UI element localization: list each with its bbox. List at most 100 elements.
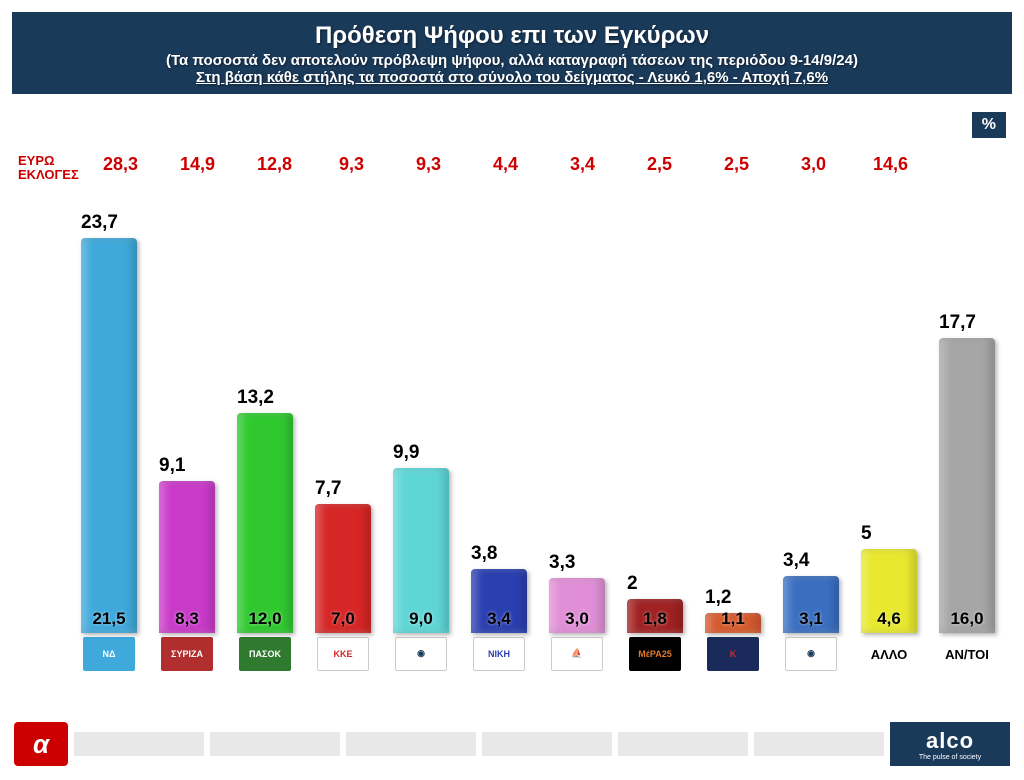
bar-column: 3,33,0	[538, 578, 616, 633]
bar-value-label: 7,7	[315, 478, 341, 500]
bar-column: 3,43,1	[772, 576, 850, 633]
footer-spacer	[618, 732, 748, 756]
euro-value: 12,8	[236, 154, 313, 175]
footer-spacer	[346, 732, 476, 756]
bar-value-label: 3,4	[783, 550, 809, 572]
percent-badge: %	[972, 112, 1006, 138]
footer-spacer	[482, 732, 612, 756]
chart-subtitle-2: Στη βάση κάθε στήλης τα ποσοστά στο σύνο…	[32, 69, 992, 86]
euro-elections-label: ΕΥΡΩ ΕΚΛΟΓΕΣ	[18, 154, 78, 183]
party-logo: ΝΙΚΗ	[473, 637, 525, 671]
chart-title: Πρόθεση Ψήφου επι των Εγκύρων	[32, 22, 992, 50]
euro-value: 9,3	[313, 154, 390, 175]
x-axis-label: ΝΙΚΗ	[460, 637, 538, 673]
x-axis-label: ΚΚΕ	[304, 637, 382, 673]
bar: 9,18,3	[159, 481, 215, 633]
bar-base-label: 1,1	[705, 609, 761, 629]
bar-base-label: 1,8	[627, 609, 683, 629]
bar-chart: 23,721,59,18,313,212,07,77,09,99,03,83,4…	[70, 233, 1006, 633]
euro-value: 2,5	[621, 154, 698, 175]
bar-base-label: 3,4	[471, 609, 527, 629]
party-logo: ◉	[785, 637, 837, 671]
bar-column: 9,18,3	[148, 481, 226, 633]
bar-base-label: 4,6	[861, 609, 917, 629]
euro-value: 28,3	[82, 154, 159, 175]
bar-value-label: 3,3	[549, 552, 575, 574]
euro-value: 4,4	[467, 154, 544, 175]
euro-elections-values: 28,314,912,89,39,34,43,42,52,53,014,6	[82, 154, 1006, 175]
bar-column: 7,77,0	[304, 504, 382, 632]
x-axis-label: ΑΝ/ΤΟΙ	[928, 637, 1006, 673]
euro-label-line2: ΕΚΛΟΓΕΣ	[18, 168, 78, 182]
chart-subtitle-1: (Τα ποσοστά δεν αποτελούν πρόβλεψη ψήφου…	[32, 52, 992, 69]
alco-logo-tagline: The pulse of society	[919, 754, 981, 761]
bar: 23,721,5	[81, 238, 137, 633]
bar: 3,83,4	[471, 569, 527, 632]
euro-value	[929, 154, 1006, 175]
bar-base-label: 16,0	[939, 609, 995, 629]
party-logo: ⛵	[551, 637, 603, 671]
chart-header: Πρόθεση Ψήφου επι των Εγκύρων (Τα ποσοστ…	[12, 12, 1012, 94]
x-axis-label: ◉	[772, 637, 850, 673]
party-logo: ΜέΡΑ25	[629, 637, 681, 671]
x-axis-label: ⛵	[538, 637, 616, 673]
bar-column: 9,99,0	[382, 468, 460, 633]
bar: 3,43,1	[783, 576, 839, 633]
x-axis-label: ΠΑΣΟΚ	[226, 637, 304, 673]
bar-column: 1,21,1	[694, 613, 772, 633]
party-logo: ◉	[395, 637, 447, 671]
bar-value-label: 5	[861, 523, 872, 545]
party-logo: ΣΥΡΙΖΑ	[161, 637, 213, 671]
bar-value-label: 13,2	[237, 387, 274, 409]
bar-value-label: 2	[627, 573, 638, 595]
party-logo: ΝΔ	[83, 637, 135, 671]
bar-value-label: 3,8	[471, 543, 497, 565]
bar: 21,8	[627, 599, 683, 632]
bar: 54,6	[861, 549, 917, 632]
bar-column: 3,83,4	[460, 569, 538, 632]
bar-column: 17,716,0	[928, 338, 1006, 633]
footer-spacer	[210, 732, 340, 756]
x-axis-label: ◉	[382, 637, 460, 673]
x-axis-label: ΑΛΛΟ	[850, 637, 928, 673]
euro-label-line1: ΕΥΡΩ	[18, 154, 78, 168]
footer: α alco The pulse of society	[14, 722, 1010, 766]
x-axis-label: Κ	[694, 637, 772, 673]
bar: 13,212,0	[237, 413, 293, 633]
bar: 9,99,0	[393, 468, 449, 633]
party-logo: ΚΚΕ	[317, 637, 369, 671]
x-axis-label: ΝΔ	[70, 637, 148, 673]
footer-spacer	[74, 732, 204, 756]
bar-base-label: 12,0	[237, 609, 293, 629]
bar-column: 54,6	[850, 549, 928, 632]
x-axis-label: ΜέΡΑ25	[616, 637, 694, 673]
bar-value-label: 9,9	[393, 442, 419, 464]
x-axis-labels: ΝΔ ΣΥΡΙΖΑ ΠΑΣΟΚ ΚΚΕ ◉ ΝΙΚΗ ⛵ ΜέΡΑ25 Κ ◉ ΑΛΛΟΑΝ/ΤΟΙ	[70, 637, 1006, 673]
bar-base-label: 7,0	[315, 609, 371, 629]
euro-value: 2,5	[698, 154, 775, 175]
bar: 1,21,1	[705, 613, 761, 633]
euro-value: 3,0	[775, 154, 852, 175]
euro-value: 14,6	[852, 154, 929, 175]
bar-base-label: 21,5	[81, 609, 137, 629]
party-logo: ΠΑΣΟΚ	[239, 637, 291, 671]
bar-value-label: 1,2	[705, 587, 731, 609]
footer-spacer	[754, 732, 884, 756]
euro-value: 3,4	[544, 154, 621, 175]
alpha-news-logo: α	[14, 722, 68, 766]
alco-logo: alco The pulse of society	[890, 722, 1010, 766]
bar-base-label: 8,3	[159, 609, 215, 629]
bar-value-label: 9,1	[159, 455, 185, 477]
bar-value-label: 23,7	[81, 212, 118, 234]
party-logo: Κ	[707, 637, 759, 671]
bar-value-label: 17,7	[939, 312, 976, 334]
bar: 17,716,0	[939, 338, 995, 633]
bar: 7,77,0	[315, 504, 371, 632]
euro-value: 9,3	[390, 154, 467, 175]
bar-base-label: 9,0	[393, 609, 449, 629]
bar-column: 21,8	[616, 599, 694, 632]
bar: 3,33,0	[549, 578, 605, 633]
euro-elections-row: ΕΥΡΩ ΕΚΛΟΓΕΣ 28,314,912,89,39,34,43,42,5…	[0, 154, 1024, 183]
bar-base-label: 3,0	[549, 609, 605, 629]
euro-value: 14,9	[159, 154, 236, 175]
